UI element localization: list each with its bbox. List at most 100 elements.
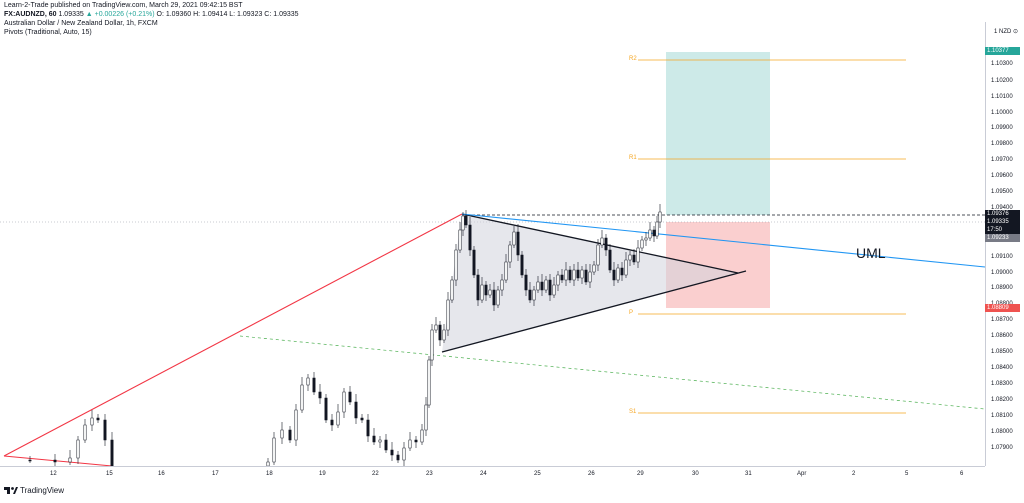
candle-body (430, 329, 434, 361)
price-tick-label: 1.09700 (991, 157, 1013, 163)
candle-body (516, 231, 520, 256)
candle-body (458, 229, 462, 251)
price-tick-label: 1.10100 (991, 94, 1013, 100)
candle-body (461, 215, 465, 231)
price-tick-label: 1.10200 (991, 78, 1013, 84)
price-tick-label: 1.10300 (991, 61, 1013, 67)
time-tick-label: 18 (266, 471, 273, 477)
candle-body (655, 221, 659, 237)
time-tick-label: 17 (212, 471, 219, 477)
candle-body (434, 324, 438, 331)
candle-body (378, 439, 382, 443)
candle-body (442, 329, 446, 341)
time-tick-label: 2 (852, 471, 856, 477)
candle-body (528, 289, 532, 301)
symbol-legend[interactable]: FX:AUDNZD, 60 1.09335 ▲ +0.00226 (+0.21%… (4, 11, 299, 20)
candle-body (110, 439, 114, 467)
candle-body (360, 417, 364, 421)
last-price: 1.09335 (58, 10, 84, 18)
price-change: ▲ +0.00226 (+0.21%) (85, 10, 155, 18)
publish-info: Learn-2-Trade published on TradingView.c… (4, 2, 243, 9)
candle-body (454, 249, 458, 281)
time-tick-label: 5 (905, 471, 909, 477)
candle-body (68, 457, 72, 463)
long-position-target-zone[interactable] (666, 52, 770, 215)
candles-group (28, 204, 662, 467)
candle-body (384, 439, 388, 451)
time-tick-label: 23 (426, 471, 433, 477)
candle-body (280, 429, 284, 439)
price-tick-label: 1.08900 (991, 285, 1013, 291)
candle-body (96, 417, 100, 421)
time-tick-label: 6 (960, 471, 964, 477)
price-tick-label: 1.08200 (991, 397, 1013, 403)
price-tick-label: 1.08400 (991, 365, 1013, 371)
candle-body (600, 237, 604, 246)
red-support-line[interactable] (3, 455, 113, 467)
candle-body (288, 429, 292, 441)
pivot-r1-label: R1 (629, 155, 637, 161)
price-axis[interactable]: 1 NZD ⊙ (985, 22, 1024, 466)
candle-body (330, 419, 334, 426)
candle-body (472, 249, 476, 276)
candle-body (396, 454, 400, 461)
candle-body (620, 267, 624, 276)
candle-body (596, 244, 600, 266)
candle-body (536, 281, 540, 291)
uml-annotation[interactable]: UML (856, 245, 886, 261)
candle-body (564, 269, 568, 281)
candle-body (512, 231, 516, 246)
candle-body (300, 384, 304, 411)
price-tick-label: 1.09800 (991, 141, 1013, 147)
indicator-legend[interactable]: Pivots (Traditional, Auto, 15) (4, 28, 92, 36)
candle-body (568, 269, 572, 281)
ohlc-values: O: 1.09360 H: 1.09414 L: 1.09323 C: 1.09… (156, 10, 299, 18)
price-badge: 1.09376 (985, 210, 1020, 218)
price-tick-label: 1.09600 (991, 173, 1013, 179)
price-tick-label: 1.07900 (991, 445, 1013, 451)
time-tick-label: 25 (534, 471, 541, 477)
price-badge: 1.08809 (985, 304, 1020, 312)
price-tick-label: 1.09900 (991, 125, 1013, 131)
candle-body (414, 439, 418, 443)
footer-brand[interactable]: TradingView (4, 486, 64, 495)
candle-body (408, 439, 412, 449)
candle-body (488, 289, 492, 296)
symbol-name: FX:AUDNZD, 60 (4, 10, 57, 18)
candle-body (584, 269, 588, 283)
chart-title: Australian Dollar / New Zealand Dollar, … (4, 20, 158, 28)
time-axis[interactable] (0, 466, 985, 481)
red-uptrend-line[interactable] (3, 213, 463, 457)
green-dashed-channel[interactable] (239, 335, 986, 410)
uml-blue-line[interactable] (461, 213, 986, 268)
candle-body (540, 281, 544, 291)
price-badge: 1.09335 (985, 218, 1020, 226)
candle-body (390, 449, 394, 456)
candle-body (612, 269, 616, 281)
tradingview-logo-icon (4, 487, 18, 495)
candle-body (640, 239, 644, 249)
price-tick-label: 1.09400 (991, 205, 1013, 211)
triangle-lower-line[interactable] (441, 270, 747, 353)
candle-body (508, 244, 512, 263)
candle-body (608, 249, 612, 271)
price-tick-label: 1.10000 (991, 110, 1013, 116)
candle-body (446, 299, 450, 331)
triangle-upper-line[interactable] (461, 213, 739, 274)
chart-header: Learn-2-Trade published on TradingView.c… (4, 2, 299, 37)
candle-body (372, 435, 376, 443)
time-tick-label: 19 (319, 471, 326, 477)
candle-body (366, 419, 370, 437)
time-tick-label: 31 (745, 471, 752, 477)
candle-body (504, 261, 508, 281)
candle-body (520, 254, 524, 276)
candle-body (580, 269, 584, 279)
candle-body (464, 215, 468, 226)
candle-body (306, 377, 310, 386)
candle-body (652, 229, 656, 237)
candle-body (336, 411, 340, 426)
candle-body (272, 437, 276, 463)
candle-body (424, 404, 428, 431)
